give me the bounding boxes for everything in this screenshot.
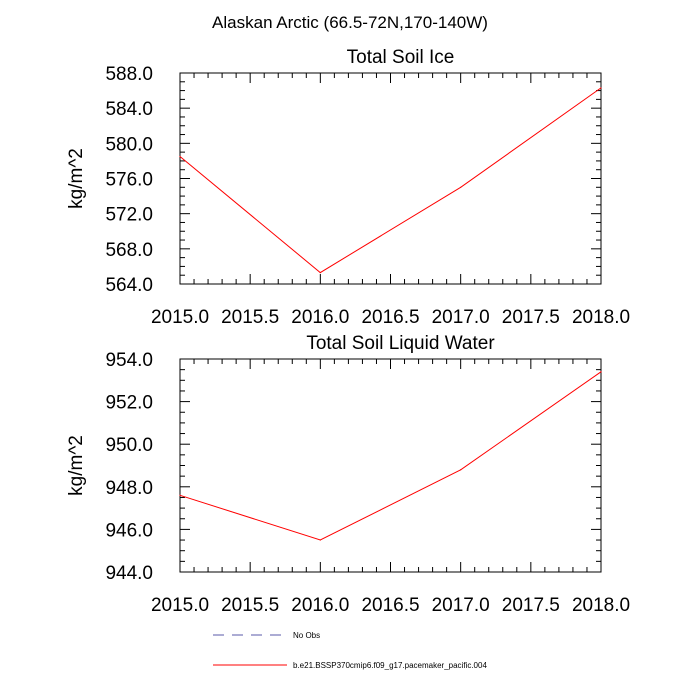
x-tick-label: 2017.5 <box>502 307 560 328</box>
y-tick-label: 944.0 <box>105 563 153 584</box>
y-axis-label: kg/m^2 <box>66 435 87 496</box>
y-tick-label: 946.0 <box>105 520 153 541</box>
legend-label-model-run: b.e21.BSSP370cmip6.f09_g17.pacemaker_pac… <box>293 661 487 670</box>
x-tick-label: 2016.5 <box>361 595 419 616</box>
x-tick-label: 2017.5 <box>502 595 560 616</box>
y-tick-label: 588.0 <box>105 64 153 85</box>
y-tick-label: 580.0 <box>105 134 153 155</box>
x-tick-label: 2015.0 <box>151 595 209 616</box>
panel-title: Total Soil Ice <box>347 47 455 68</box>
y-tick-label: 568.0 <box>105 240 153 261</box>
y-axis-label: kg/m^2 <box>66 148 87 209</box>
legend-entry-model-run: b.e21.BSSP370cmip6.f09_g17.pacemaker_pac… <box>213 661 487 670</box>
y-tick-label: 564.0 <box>105 275 153 296</box>
plot-frame <box>179 72 602 285</box>
x-tick-label: 2015.5 <box>221 595 279 616</box>
legend: No Obs b.e21.BSSP370cmip6.f09_g17.pacema… <box>213 631 487 670</box>
y-tick-label: 948.0 <box>105 478 153 499</box>
x-tick-label: 2015.5 <box>221 307 279 328</box>
data-point <box>319 539 321 541</box>
y-tick-label: 950.0 <box>105 435 153 456</box>
x-tick-label: 2016.0 <box>291 307 349 328</box>
data-point <box>179 494 181 496</box>
x-tick-label: 2016.5 <box>361 307 419 328</box>
x-tick-label: 2018.0 <box>572 307 630 328</box>
data-point <box>600 371 602 373</box>
plot-frame <box>179 358 602 573</box>
y-tick-label: 576.0 <box>105 170 153 191</box>
x-tick-label: 2017.0 <box>432 307 490 328</box>
panel-total-soil-liquid-water: Total Soil Liquid Water kg/m^2 2015.0 2015.… <box>66 333 630 616</box>
data-point <box>460 186 462 188</box>
y-tick-label: 952.0 <box>105 393 153 414</box>
data-point <box>460 469 462 471</box>
legend-entry-no-obs: No Obs <box>213 631 320 640</box>
series-line <box>179 87 602 274</box>
y-tick-label: 954.0 <box>105 350 153 371</box>
data-point <box>179 155 181 158</box>
x-tick-label: 2016.0 <box>291 595 349 616</box>
x-tick-label: 2015.0 <box>151 307 209 328</box>
y-tick-label: 584.0 <box>105 99 153 120</box>
figure-title: Alaskan Arctic (66.5-72N,170-140W) <box>212 13 488 32</box>
legend-label-no-obs: No Obs <box>293 631 320 640</box>
x-tick-label: 2017.0 <box>432 595 490 616</box>
panel-total-soil-ice: Total Soil Ice kg/m^2 2015.0 2015.5 2016.0 20… <box>66 47 630 328</box>
data-point <box>319 271 321 274</box>
series-line <box>179 371 602 541</box>
x-tick-label: 2018.0 <box>572 595 630 616</box>
y-tick-label: 572.0 <box>105 205 153 226</box>
panel-title: Total Soil Liquid Water <box>306 333 495 354</box>
data-point <box>600 87 602 89</box>
